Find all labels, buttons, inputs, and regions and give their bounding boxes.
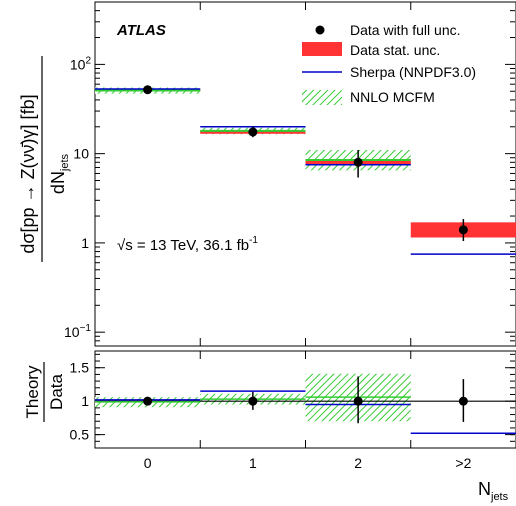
legend-label-sherpa: Sherpa (NNPDF3.0) (350, 64, 476, 80)
main-series (95, 85, 516, 255)
data-point (353, 157, 363, 167)
ratio-y-tick-label: 0.5 (70, 427, 90, 443)
ratio-series: 0.5 1 1.5 (70, 353, 516, 443)
y-tick-label: 1 (81, 235, 89, 251)
y-tick-label-exp: −1 (80, 323, 92, 334)
ratio-ylabel-den: Data (47, 374, 66, 410)
main-ylabel-unit: [fb] (18, 94, 38, 119)
x-axis-label: Njets (478, 479, 509, 503)
y-tick-label: 10−1 (64, 323, 91, 340)
ratio-data-point (458, 396, 468, 406)
ratio-y-tick-label: 1 (81, 393, 89, 409)
legend: Data with full unc. Data stat. unc. Sher… (302, 22, 476, 105)
data-point (143, 85, 153, 95)
y-tick-label: 102 (70, 55, 92, 72)
y-tick-label-base: 10 (70, 56, 86, 72)
ratio-ylabel-num: Theory (23, 365, 42, 418)
x-tick-label: 2 (354, 455, 362, 471)
x-tick-label: 0 (144, 455, 152, 471)
main-ylabel-den: dNjets (48, 153, 71, 194)
main-ylabel: dσ[pp → Z(νν̄)γ] [fb] dNjets (18, 56, 71, 262)
legend-label-data: Data with full unc. (350, 22, 461, 38)
legend-marker-data (315, 25, 325, 35)
legend-entry-sherpa: Sherpa (NNPDF3.0) (302, 64, 476, 80)
main-ylabel-num: dσ[pp → Z(νν̄)γ] [fb] (18, 94, 38, 253)
y-tick-label-base: 1 (81, 235, 89, 251)
ratio-data-point (353, 396, 363, 406)
x-axis-label-main: N (478, 479, 491, 499)
ratio-data-point (248, 396, 258, 406)
ratio-ylabel: Theory Data (23, 362, 66, 422)
energy-label-sup: -1 (249, 235, 258, 246)
main-ylabel-num-text: dσ[pp → Z(νν̄)γ] (18, 124, 38, 253)
legend-entry-data: Data with full unc. (315, 22, 461, 38)
x-tick-label: 1 (249, 455, 257, 471)
experiment-label: ATLAS (116, 22, 166, 39)
legend-label-nnlo: NNLO MCFM (350, 89, 435, 105)
legend-entry-stat: Data stat. unc. (302, 42, 440, 58)
legend-marker-stat (302, 42, 342, 56)
ratio-data-point (143, 396, 153, 406)
ratio-y-tick-label: 1.5 (70, 360, 90, 376)
legend-marker-nnlo (302, 90, 342, 105)
y-tick-label: 10 (73, 146, 89, 162)
x-tick-label: >2 (455, 455, 471, 471)
legend-entry-nnlo: NNLO MCFM (302, 89, 435, 105)
energy-label-text: √s = 13 TeV, 36.1 fb (117, 237, 249, 254)
x-axis-label-sub: jets (490, 491, 509, 503)
main-ylabel-den-sub: jets (59, 153, 71, 172)
x-ticks: 0 1 2 >2 (144, 2, 472, 471)
energy-label: √s = 13 TeV, 36.1 fb-1 (117, 235, 258, 254)
y-tick-label-base: 10 (73, 146, 89, 162)
data-point (458, 225, 468, 235)
legend-label-stat: Data stat. unc. (350, 42, 440, 58)
data-point (248, 127, 258, 137)
main-ylabel-den-text: dN (48, 171, 68, 194)
y-tick-label-exp: 2 (85, 55, 91, 66)
y-tick-label-base: 10 (64, 324, 80, 340)
